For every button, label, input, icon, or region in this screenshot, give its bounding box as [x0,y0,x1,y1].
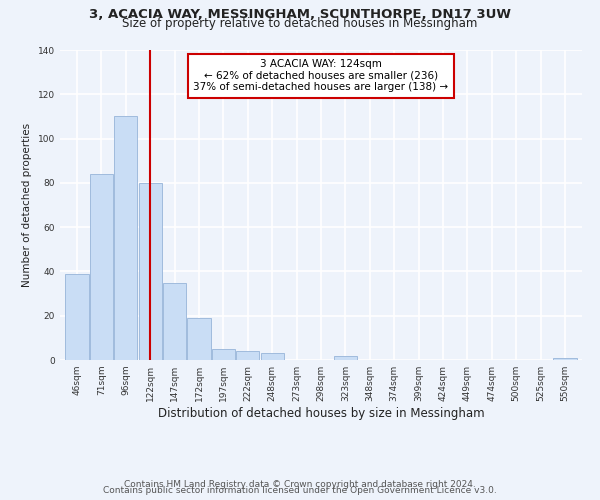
Bar [334,356,357,360]
Text: 3 ACACIA WAY: 124sqm
← 62% of detached houses are smaller (236)
37% of semi-deta: 3 ACACIA WAY: 124sqm ← 62% of detached h… [193,60,449,92]
X-axis label: Distribution of detached houses by size in Messingham: Distribution of detached houses by size … [158,407,484,420]
Text: Contains public sector information licensed under the Open Government Licence v3: Contains public sector information licen… [103,486,497,495]
Text: Size of property relative to detached houses in Messingham: Size of property relative to detached ho… [122,18,478,30]
Bar [139,183,162,360]
Bar [187,318,211,360]
Text: 3, ACACIA WAY, MESSINGHAM, SCUNTHORPE, DN17 3UW: 3, ACACIA WAY, MESSINGHAM, SCUNTHORPE, D… [89,8,511,21]
Bar [260,354,284,360]
Bar [236,351,259,360]
Bar [114,116,137,360]
Bar [212,349,235,360]
Bar [90,174,113,360]
Bar [553,358,577,360]
Bar [163,282,186,360]
Text: Contains HM Land Registry data © Crown copyright and database right 2024.: Contains HM Land Registry data © Crown c… [124,480,476,489]
Bar [65,274,89,360]
Y-axis label: Number of detached properties: Number of detached properties [22,123,32,287]
